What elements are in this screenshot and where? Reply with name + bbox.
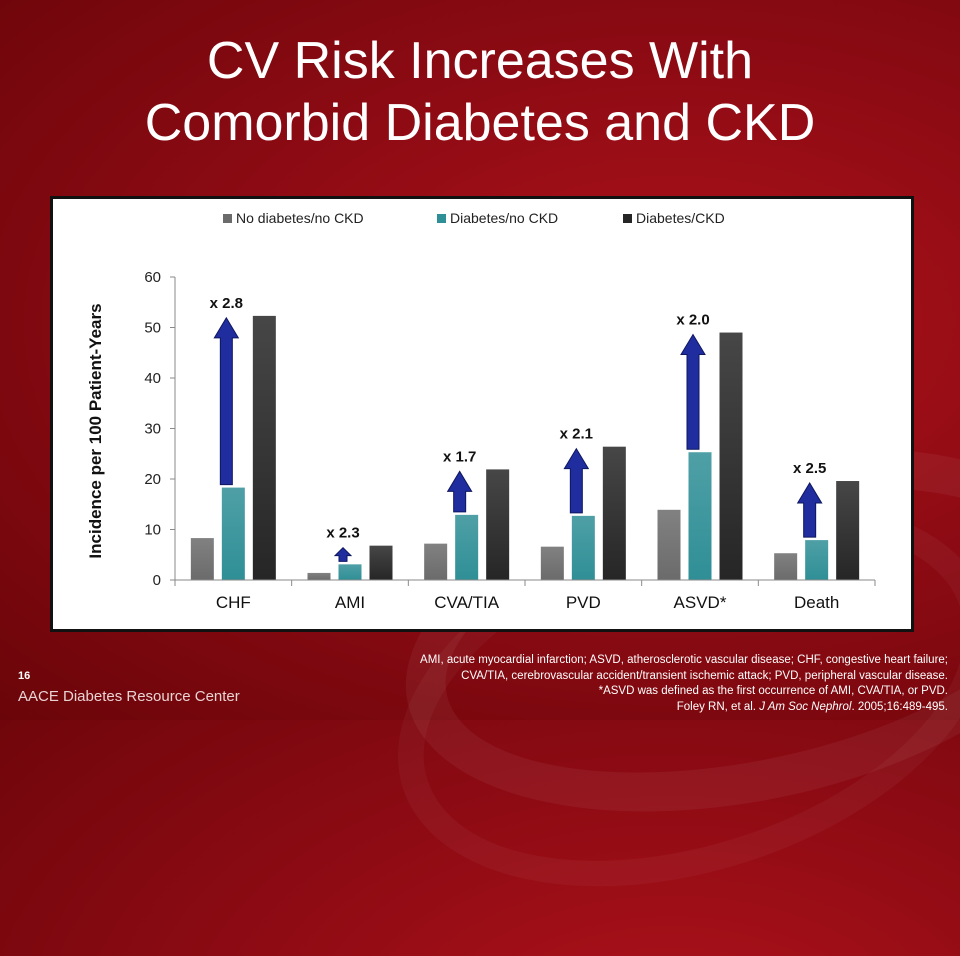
slide-title-line: CV Risk Increases With [0,30,960,92]
bar [222,488,245,580]
y-tick-label: 0 [153,572,161,589]
bar [658,510,681,580]
y-axis: 0 10 20 30 40 50 60 [144,269,175,589]
bar [424,544,447,580]
footnote-line: CVA/TIA, cerebrovascular accident/transi… [288,669,948,685]
legend-label: Diabetes/CKD [636,210,725,226]
bar [805,540,828,580]
bar [253,316,276,580]
bar [572,516,595,580]
slide-title: CV Risk Increases With Comorbid Diabetes… [0,30,960,154]
bar [541,547,564,580]
footnote-line: AMI, acute myocardial infarction; ASVD, … [288,653,948,669]
legend-swatch [623,214,632,223]
legend-label: Diabetes/no CKD [450,210,558,226]
ratio-annotation: x 2.1 [560,426,593,443]
chart-legend: No diabetes/no CKD Diabetes/no CKD Diabete… [223,210,725,226]
x-tick-label: AMI [335,593,365,612]
x-tick-label: CVA/TIA [434,593,500,612]
y-tick-label: 30 [144,421,161,438]
citation-details: . 2005;16:489-495. [851,701,948,713]
ratio-annotation: x 2.8 [210,295,243,312]
bar-chart: No diabetes/no CKD Diabetes/no CKD Diabete… [53,199,911,629]
bar [308,573,331,580]
bar [689,452,712,580]
citation-journal: J Am Soc Nephrol [759,701,851,713]
bar [836,481,859,580]
ratio-annotation: x 1.7 [443,448,476,465]
x-tick-label: PVD [566,593,601,612]
ratio-annotation: x 2.0 [676,312,709,329]
legend-swatch [437,214,446,223]
citation: Foley RN, et al. J Am Soc Nephrol. 2005;… [288,700,948,716]
legend-label: No diabetes/no CKD [236,210,364,226]
x-tick-label: ASVD* [674,593,727,612]
increase-arrow [564,449,588,513]
y-tick-label: 10 [144,522,161,539]
footnote-line: *ASVD was defined as the first occurrenc… [288,684,948,700]
x-tick-label: CHF [216,593,251,612]
bar [191,538,214,580]
increase-arrow [335,548,351,562]
increase-arrow [448,471,472,511]
increase-arrow [214,318,238,485]
bar [455,515,478,580]
y-tick-label: 50 [144,320,161,337]
y-tick-label: 40 [144,370,161,387]
increase-arrow [681,335,705,450]
chart-panel: No diabetes/no CKD Diabetes/no CKD Diabete… [50,196,914,632]
slide-title-line: Comorbid Diabetes and CKD [0,92,960,154]
bar [370,546,393,580]
x-tick-label: Death [794,593,839,612]
x-axis: CHF AMI CVA/TIA PVD ASVD* Death [175,580,875,612]
bar [774,553,797,580]
citation-authors: Foley RN, et al. [677,701,759,713]
page-number: 16 [18,670,30,682]
bar [486,469,509,580]
bar [720,333,743,580]
legend-swatch [223,214,232,223]
ratio-annotation: x 2.5 [793,460,826,477]
ratio-annotation: x 2.3 [326,525,359,542]
footnotes: AMI, acute myocardial infarction; ASVD, … [288,653,948,715]
y-axis-label: Incidence per 100 Patient-Years [86,303,105,558]
y-tick-label: 60 [144,269,161,286]
bar [603,447,626,580]
increase-arrow [798,483,822,537]
y-tick-label: 20 [144,471,161,488]
chart-bars [191,316,859,580]
bar [339,564,362,580]
organization-logo-text: AACE Diabetes Resource Center [18,688,240,705]
